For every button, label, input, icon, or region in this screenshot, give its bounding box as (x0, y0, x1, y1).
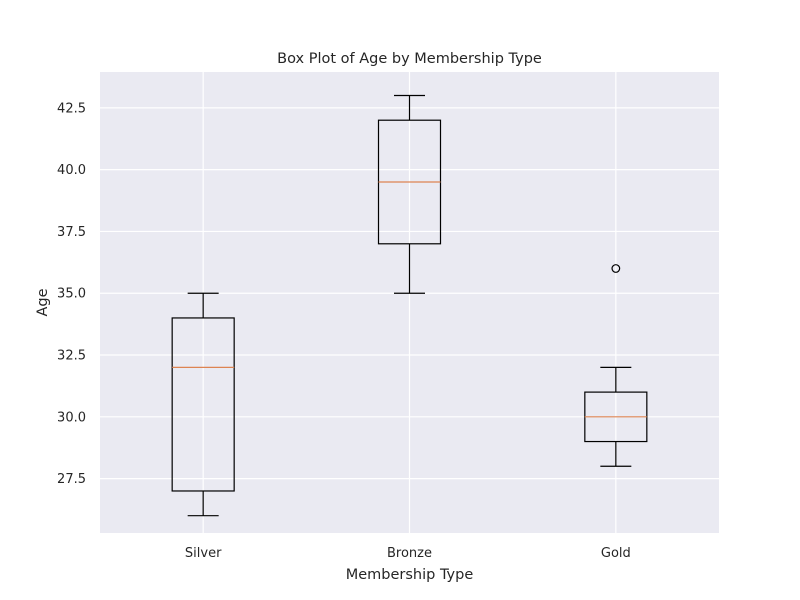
x-axis-label: Membership Type (346, 567, 474, 583)
box-series (171, 94, 648, 517)
y-tick-label: 37.5 (57, 225, 86, 240)
y-tick-label: 40.0 (57, 163, 86, 178)
box-silver (171, 292, 235, 517)
y-tick-label: 32.5 (57, 349, 86, 364)
x-tick-label: Bronze (387, 546, 432, 561)
box-body (171, 317, 235, 492)
x-tick-label: Silver (185, 546, 222, 561)
x-tick-label: Gold (601, 546, 631, 561)
y-tick-label: 30.0 (57, 410, 86, 425)
y-axis-label: Age (35, 288, 51, 316)
box-bronze (377, 94, 442, 294)
chart-title: Box Plot of Age by Membership Type (277, 51, 542, 67)
tick-labels: 27.5 30.0 32.5 35.0 37.5 40.0 42.5 Silver Bronze… (57, 101, 631, 561)
box-gold (584, 264, 648, 467)
y-tick-label: 27.5 (57, 472, 86, 487)
y-tick-label: 35.0 (57, 287, 86, 302)
outlier-point (611, 264, 621, 273)
y-tick-label: 42.5 (57, 101, 86, 116)
